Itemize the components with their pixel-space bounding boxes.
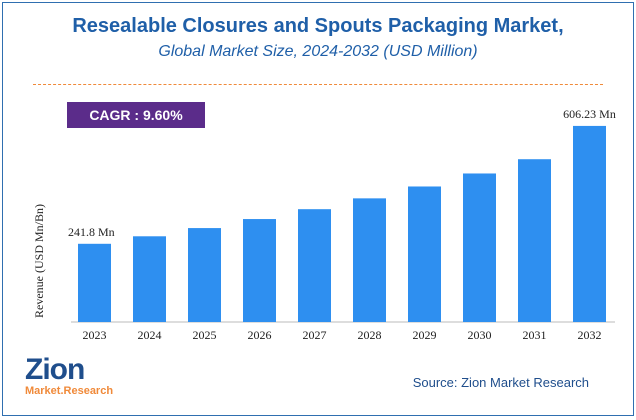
- chart-title: Resealable Closures and Spouts Packaging…: [72, 15, 564, 37]
- bar-2023: [78, 243, 111, 322]
- bar-2032: [573, 125, 606, 322]
- bar-chart: Revenue (USD Mn/Bn) 2023 241.8 Mn 2024 2025…: [32, 107, 616, 342]
- bar-2029: [408, 186, 441, 322]
- data-label-2032: 606.23 Mn: [563, 107, 616, 121]
- x-tick-2023: 2023: [83, 328, 107, 342]
- x-tick-2025: 2025: [193, 328, 217, 342]
- bar-2030: [463, 173, 496, 322]
- chart-frame: Resealable Closures and Spouts Packaging…: [2, 2, 634, 416]
- zion-logo: Zion Market.Research: [25, 355, 145, 411]
- title-divider: [33, 84, 603, 85]
- logo-sub: Market.Research: [25, 385, 114, 397]
- x-tick-2026: 2026: [248, 328, 272, 342]
- y-axis-label: Revenue (USD Mn/Bn): [32, 204, 46, 318]
- data-label-2023: 241.8 Mn: [68, 225, 115, 239]
- bar-2027: [298, 209, 331, 322]
- chart-subtitle: Global Market Size, 2024-2032 (USD Milli…: [158, 43, 478, 60]
- x-tick-2031: 2031: [523, 328, 547, 342]
- bar-2028: [353, 198, 386, 322]
- x-tick-2029: 2029: [413, 328, 437, 342]
- x-tick-2028: 2028: [358, 328, 382, 342]
- bar-2026: [243, 219, 276, 322]
- x-tick-2030: 2030: [468, 328, 492, 342]
- x-tick-2024: 2024: [138, 328, 162, 342]
- x-tick-2027: 2027: [303, 328, 327, 342]
- bar-2031: [518, 159, 551, 322]
- x-tick-2032: 2032: [578, 328, 602, 342]
- source-note: Source: Zion Market Research: [412, 375, 589, 390]
- logo-main: Zion: [25, 353, 85, 386]
- cagr-badge: CAGR : 9.60%: [67, 102, 205, 128]
- bar-2024: [133, 236, 166, 322]
- bar-2025: [188, 228, 221, 322]
